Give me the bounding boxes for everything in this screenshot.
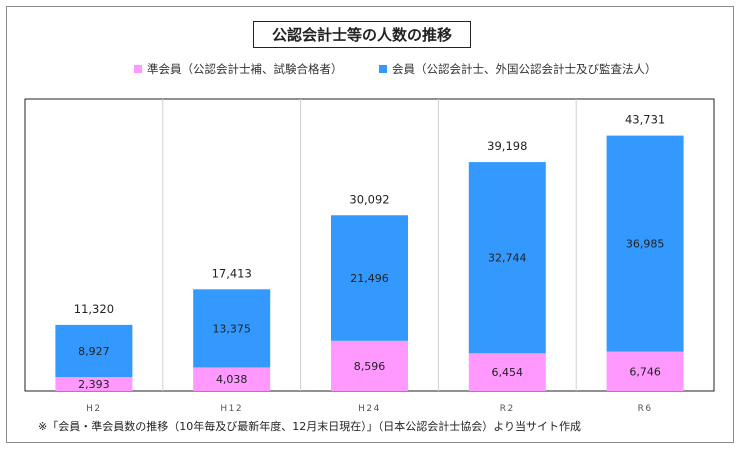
data-label-associate: 4,038 — [216, 373, 248, 386]
legend-swatch-associate — [134, 65, 142, 73]
x-tick-label: R2 — [500, 404, 515, 414]
data-label-member: 8,927 — [78, 345, 110, 358]
x-tick-label: R6 — [638, 404, 653, 414]
bar-segment-associate — [606, 351, 684, 391]
data-label-member: 13,375 — [212, 322, 251, 335]
data-label-associate: 6,746 — [629, 365, 661, 378]
bar-segment-associate — [468, 353, 546, 391]
source-note: ※「会員・準会員数の推移（10年毎及び最新年度、12月末日現在）」（日本公認会計… — [38, 420, 581, 433]
legend-label-member: 会員（公認会計士、外国公認会計士及び監査法人） — [392, 62, 657, 76]
legend-item-member: 会員（公認会計士、外国公認会計士及び監査法人） — [379, 62, 657, 76]
data-label-member: 21,496 — [350, 272, 389, 285]
legend-item-associate: 準会員（公認会計士補、試験合格者） — [134, 62, 343, 76]
data-label-associate: 2,393 — [78, 378, 110, 391]
x-tick-label: H12 — [220, 404, 243, 414]
total-label: 30,092 — [349, 192, 389, 206]
total-label: 39,198 — [487, 139, 527, 153]
bar-segment-member — [606, 135, 684, 352]
bar-segment-member — [55, 324, 133, 378]
total-label: 11,320 — [74, 302, 114, 316]
legend-label-associate: 準会員（公認会計士補、試験合格者） — [147, 62, 343, 76]
x-tick-label: H24 — [358, 404, 381, 414]
bar-segment-member — [331, 215, 408, 341]
bar-segment-member — [193, 289, 271, 368]
legend-swatch-member — [379, 65, 387, 73]
data-label-associate: 6,454 — [492, 366, 524, 379]
bar-segment-associate — [193, 367, 271, 391]
x-tick-label: H2 — [86, 404, 102, 414]
data-label-associate: 8,596 — [354, 360, 386, 373]
total-label: 17,413 — [212, 266, 252, 280]
data-label-member: 32,744 — [488, 252, 527, 265]
bar-segment-member — [468, 162, 546, 354]
total-label: 43,731 — [625, 113, 665, 127]
bar-segment-associate — [55, 377, 133, 391]
data-label-member: 36,985 — [626, 238, 665, 251]
chart-title: 公認会計士等の人数の推移 — [253, 21, 471, 48]
bar-segment-associate — [331, 340, 408, 391]
